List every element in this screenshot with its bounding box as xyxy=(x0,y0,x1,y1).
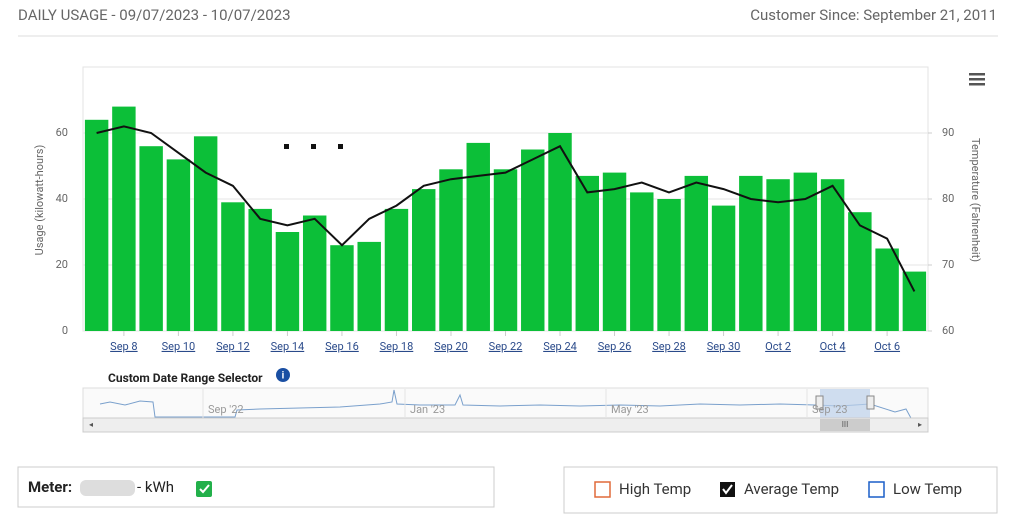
navigator-label: Sep '22 xyxy=(208,403,244,416)
bar xyxy=(193,136,218,331)
meter-id-blurred xyxy=(80,480,135,496)
legend-label[interactable]: Low Temp xyxy=(893,480,962,498)
bar xyxy=(521,149,545,331)
bar xyxy=(493,169,518,331)
bar xyxy=(330,245,354,331)
x-tick-label: Oct 4 xyxy=(820,340,846,353)
y-axis-title: Usage (kilowatt-hours) xyxy=(33,145,46,256)
bar xyxy=(766,179,790,331)
x-tick-label: Sep 28 xyxy=(652,340,686,353)
bar xyxy=(412,189,436,331)
x-tick-label: Sep 8 xyxy=(110,340,137,353)
scrollbar[interactable] xyxy=(82,417,929,433)
y2-tick-label: 60 xyxy=(942,324,954,337)
bar xyxy=(466,142,490,331)
x-tick-label: Sep 16 xyxy=(325,340,359,353)
bar xyxy=(221,202,245,331)
navigator-handle[interactable] xyxy=(866,395,875,410)
navigator-selection[interactable] xyxy=(820,389,870,418)
scrollbar-grip: III xyxy=(842,420,849,429)
bar xyxy=(166,159,191,331)
svg-text:i: i xyxy=(282,371,285,382)
x-tick-label: Sep 20 xyxy=(434,340,468,353)
x-tick-label: Sep 22 xyxy=(489,340,523,353)
y2-tick-label: 90 xyxy=(942,126,954,139)
y-tick-label: 20 xyxy=(56,258,68,271)
scroll-left[interactable]: ◂ xyxy=(89,420,93,429)
bar xyxy=(630,192,654,331)
bar xyxy=(711,205,736,331)
range-selector-title: Custom Date Range Selector xyxy=(108,371,263,385)
bar xyxy=(84,119,109,331)
navigator-label: May '23 xyxy=(611,403,649,416)
meter-unit: - kWh xyxy=(137,478,174,496)
x-tick-label: Sep 26 xyxy=(598,340,632,353)
scroll-right[interactable]: ▸ xyxy=(918,420,922,429)
average-temp-checkbox[interactable] xyxy=(720,482,735,497)
y2-tick-label: 80 xyxy=(942,192,954,205)
x-tick-label: Oct 6 xyxy=(874,340,900,353)
low-temp-checkbox[interactable] xyxy=(868,481,885,498)
x-tick-label: Sep 10 xyxy=(162,340,196,353)
bar xyxy=(248,208,272,331)
info-icon[interactable]: i xyxy=(276,368,290,382)
bar xyxy=(848,212,872,331)
customer-since: Customer Since: September 21, 2011 xyxy=(750,6,997,24)
x-tick-label: Sep 12 xyxy=(216,340,250,353)
x-tick-label: Sep 14 xyxy=(271,340,305,353)
x-tick-label: Sep 24 xyxy=(543,340,577,353)
y2-tick-label: 70 xyxy=(942,258,954,271)
loading-dots xyxy=(284,144,343,149)
bar xyxy=(684,175,709,331)
x-tick-label: Sep 30 xyxy=(707,340,741,353)
x-tick-label: Oct 2 xyxy=(765,340,791,353)
bar xyxy=(548,133,572,331)
navigator-handle[interactable] xyxy=(815,395,824,410)
navigator-label: Jan '23 xyxy=(410,403,445,416)
menu-icon[interactable] xyxy=(969,73,985,86)
bar xyxy=(793,172,818,331)
y-tick-label: 0 xyxy=(62,324,68,337)
x-tick-label: Sep 18 xyxy=(380,340,414,353)
bar xyxy=(439,169,463,331)
meter-label: Meter: xyxy=(28,478,72,496)
legend-label[interactable]: Average Temp xyxy=(744,480,839,498)
y-tick-label: 40 xyxy=(56,192,68,205)
bar xyxy=(820,179,845,331)
bar xyxy=(657,199,681,331)
navigator-label: Sep '23 xyxy=(812,403,848,416)
bar xyxy=(357,241,381,331)
bar xyxy=(575,175,599,331)
bar xyxy=(739,175,763,331)
legend-label[interactable]: High Temp xyxy=(619,480,691,498)
y2-axis-title: Temperature (Fahrenheit) xyxy=(969,138,982,262)
bar xyxy=(902,271,927,331)
bar xyxy=(275,232,300,331)
bar xyxy=(384,208,409,331)
header-title: DAILY USAGE - 09/07/2023 - 10/07/2023 xyxy=(18,6,291,24)
bar xyxy=(875,248,899,331)
meter-checkbox[interactable] xyxy=(196,481,212,497)
temperature-line xyxy=(96,125,916,292)
y-tick-label: 60 xyxy=(56,126,68,139)
scrollbar-thumb[interactable] xyxy=(820,419,870,431)
bar xyxy=(112,106,136,331)
bar xyxy=(139,146,163,331)
high-temp-checkbox[interactable] xyxy=(594,481,611,498)
bar xyxy=(302,215,327,331)
bar xyxy=(602,172,627,331)
legend-box xyxy=(563,466,998,514)
